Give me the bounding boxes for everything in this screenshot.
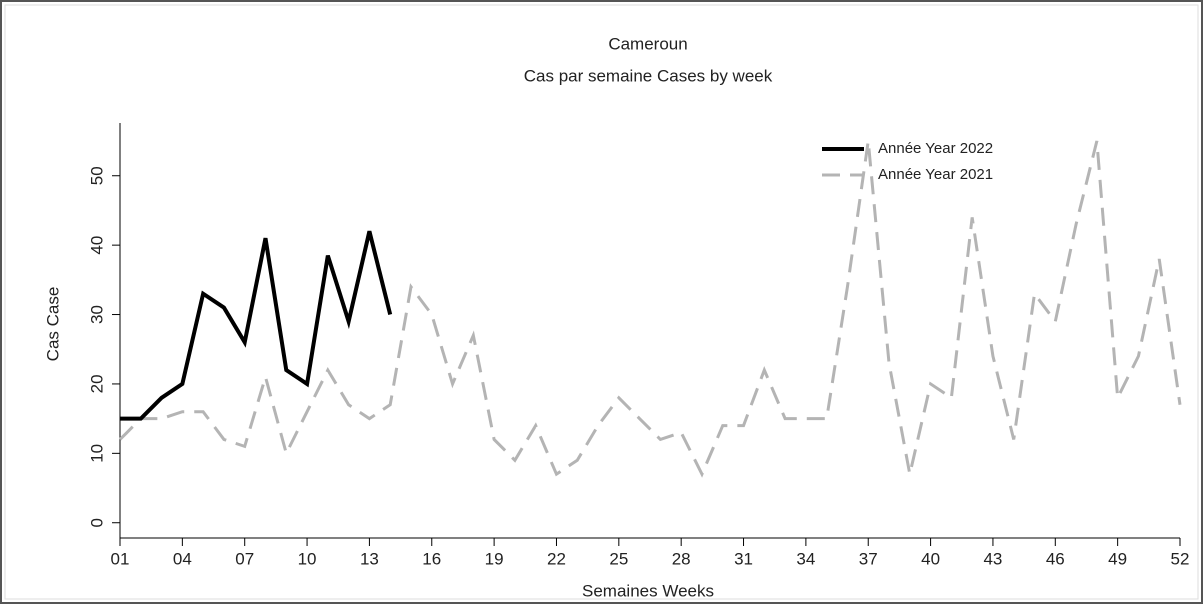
x-tick-label: 43 [983,549,1002,568]
y-tick-label: 30 [87,305,106,324]
x-tick-label: 25 [609,549,628,568]
y-tick-label: 50 [87,166,106,185]
x-tick-label: 28 [672,549,691,568]
y-axis-label: Cas Case [43,287,62,362]
x-tick-label: 49 [1108,549,1127,568]
x-tick-label: 19 [485,549,504,568]
x-tick-label: 07 [235,549,254,568]
y-tick-label: 40 [87,236,106,255]
x-tick-label: 52 [1171,549,1190,568]
x-tick-label: 31 [734,549,753,568]
chart-title: Cameroun [608,34,687,53]
x-tick-label: 34 [796,549,815,568]
y-tick-label: 20 [87,374,106,393]
legend-label: Année Year 2022 [878,140,993,157]
chart-subtitle: Cas par semaine Cases by week [524,66,773,85]
x-tick-label: 22 [547,549,566,568]
x-tick-label: 01 [111,549,130,568]
x-tick-label: 40 [921,549,940,568]
window-inner-frame [4,4,1199,600]
data-line [118,140,1182,478]
data-line [120,230,393,421]
x-tick-label: 46 [1046,549,1065,568]
y-tick-label: 10 [87,444,106,463]
x-tick-label: 04 [173,549,192,568]
legend-label: Année Year 2021 [878,166,993,183]
y-tick-label: 0 [87,518,106,527]
x-tick-label: 10 [298,549,317,568]
x-tick-label: 37 [859,549,878,568]
x-axis-label: Semaines Weeks [582,581,714,600]
x-tick-label: 13 [360,549,379,568]
x-tick-label: 16 [422,549,441,568]
